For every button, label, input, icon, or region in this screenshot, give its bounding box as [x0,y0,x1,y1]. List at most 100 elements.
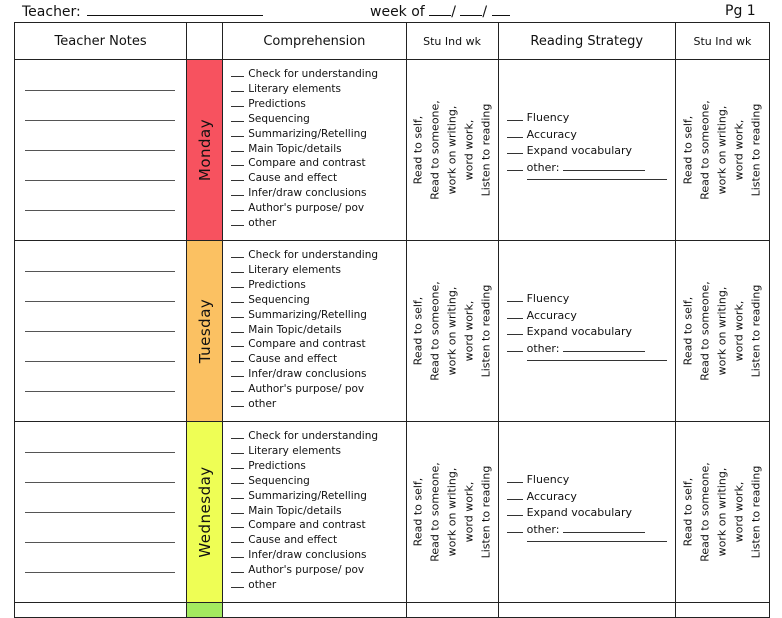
other-extra-line[interactable] [526,179,667,180]
comprehension-check-item[interactable]: Check for understanding [231,429,405,444]
strategy-item-label: Accuracy [526,308,577,322]
stu-work-item: word work, [732,300,746,362]
notes-line [25,452,175,453]
reading-strategy-cell: Fluency Accuracy Expand vocabulary other: [497,240,676,422]
comprehension-check-item[interactable]: Infer/draw conclusions [231,367,405,382]
teacher-notes-cell[interactable] [13,59,188,241]
stu-work-item: work on writing, [445,105,459,195]
strategy-check-item[interactable]: Accuracy [507,127,675,144]
week-month-blank [429,3,452,16]
comprehension-check-item[interactable]: other [231,397,405,412]
stu-work-list: Read to self, Read to someone, work on wri… [680,462,765,562]
day-row: Tuesday Check for understanding Literary e… [13,240,771,422]
stu-work-item: work on writing, [715,467,729,557]
comprehension-check-item[interactable]: Author's purpose/ pov [231,382,405,397]
stu-work-item: work on writing, [715,105,729,195]
comprehension-check-item[interactable]: Summarizing/Retelling [231,489,405,504]
stu-work-item: Listen to reading [479,465,493,559]
partial-cell [497,602,676,618]
comprehension-check-item[interactable]: Compare and contrast [231,518,405,533]
comprehension-check-item[interactable]: Main Topic/details [231,142,405,157]
strategy-check-item[interactable]: Fluency [507,291,675,308]
comprehension-check-item[interactable]: Infer/draw conclusions [231,186,405,201]
comprehension-check-item[interactable]: Check for understanding [231,248,405,263]
comprehension-check-item[interactable]: other [231,578,405,593]
stu-work-item: Listen to reading [749,465,763,559]
other-extra-line[interactable] [526,541,667,542]
day-row: Monday Check for understanding Literary el… [13,59,771,241]
teacher-notes-cell[interactable] [13,240,188,422]
comprehension-check-item[interactable]: Predictions [231,278,405,293]
comprehension-check-item[interactable]: Literary elements [231,444,405,459]
strategy-check-item[interactable]: Expand vocabulary [507,143,675,160]
strategy-item-label: Accuracy [526,127,577,141]
comprehension-check-item[interactable]: Author's purpose/ pov [231,201,405,216]
stu-work-list: Read to self, Read to someone, work on wri… [410,100,495,200]
strategy-checklist: Fluency Accuracy Expand vocabulary other: [499,242,675,358]
comprehension-check-item[interactable]: Sequencing [231,112,405,127]
other-write-in-line[interactable] [563,350,646,352]
stu-work-item: Read to someone, [428,281,442,381]
reading-strategy-cell: Fluency Accuracy Expand vocabulary other: [497,59,676,241]
week-sep-2: / [482,4,488,20]
comprehension-check-item[interactable]: Cause and effect [231,533,405,548]
strategy-check-item[interactable]: Fluency [507,110,675,127]
notes-line [25,572,175,573]
other-write-in-line[interactable] [563,531,646,533]
strategy-item-label: Expand vocabulary [526,144,633,157]
day-label-cell: Monday [186,59,224,241]
strategy-item-label: Fluency [526,111,570,124]
other-extra-line[interactable] [526,360,667,361]
next-day-row-partial [13,602,771,618]
comprehension-checklist: Check for understanding Literary elements… [224,423,405,593]
strategy-check-item[interactable]: other: [507,522,675,539]
stu-work-item: word work, [732,119,746,181]
comprehension-check-item[interactable]: Cause and effect [231,171,405,186]
comprehension-check-item[interactable]: Author's purpose/ pov [231,563,405,578]
comprehension-check-item[interactable]: Compare and contrast [231,156,405,171]
comprehension-check-item[interactable]: Predictions [231,459,405,474]
teacher-notes-cell[interactable] [13,421,188,603]
stu-work-item: Read to self, [411,477,425,547]
comprehension-check-item[interactable]: Predictions [231,97,405,112]
comprehension-check-item[interactable]: Main Topic/details [231,504,405,519]
comprehension-check-item[interactable]: Sequencing [231,474,405,489]
stu-work-item: Read to self, [681,115,695,185]
week-label: week of [370,4,425,20]
stu-work-item: Read to someone, [698,281,712,381]
stu-work-list: Read to self, Read to someone, work on wri… [680,100,765,200]
notes-line [25,180,175,181]
other-write-in-line[interactable] [563,169,646,171]
day-row: Wednesday Check for understanding Literary… [13,421,771,603]
comprehension-check-item[interactable]: Sequencing [231,293,405,308]
comprehension-check-item[interactable]: Summarizing/Retelling [231,127,405,142]
comprehension-check-item[interactable]: Check for understanding [231,67,405,82]
comprehension-check-item[interactable]: Main Topic/details [231,323,405,338]
week-day-blank [460,3,483,16]
stu-work-item: work on writing, [445,286,459,376]
comprehension-check-item[interactable]: Summarizing/Retelling [231,308,405,323]
comprehension-check-item[interactable]: Literary elements [231,263,405,278]
strategy-check-item[interactable]: Expand vocabulary [507,324,675,341]
notes-line [25,391,175,392]
strategy-check-item[interactable]: Fluency [507,472,675,489]
strategy-check-item[interactable]: other: [507,341,675,358]
strategy-check-item[interactable]: Accuracy [507,489,675,506]
comprehension-check-item[interactable]: Literary elements [231,82,405,97]
partial-cell [222,602,407,618]
comprehension-check-item[interactable]: Infer/draw conclusions [231,548,405,563]
strategy-check-item[interactable]: other: [507,160,675,177]
stu-work-item: word work, [462,481,476,543]
strategy-item-label: Expand vocabulary [526,325,633,338]
stu-work-item: Read to someone, [428,100,442,200]
stu-ind-wk-cell: Read to self, Read to someone, work on wri… [405,421,499,603]
comprehension-check-item[interactable]: Compare and contrast [231,337,405,352]
comprehension-check-item[interactable]: Cause and effect [231,352,405,367]
comprehension-check-item[interactable]: other [231,216,405,231]
strategy-check-item[interactable]: Expand vocabulary [507,505,675,522]
notes-line [25,120,175,121]
stu-work-item: work on writing, [715,286,729,376]
notes-line [25,331,175,332]
strategy-check-item[interactable]: Accuracy [507,308,675,325]
day-name: Tuesday [195,298,214,364]
